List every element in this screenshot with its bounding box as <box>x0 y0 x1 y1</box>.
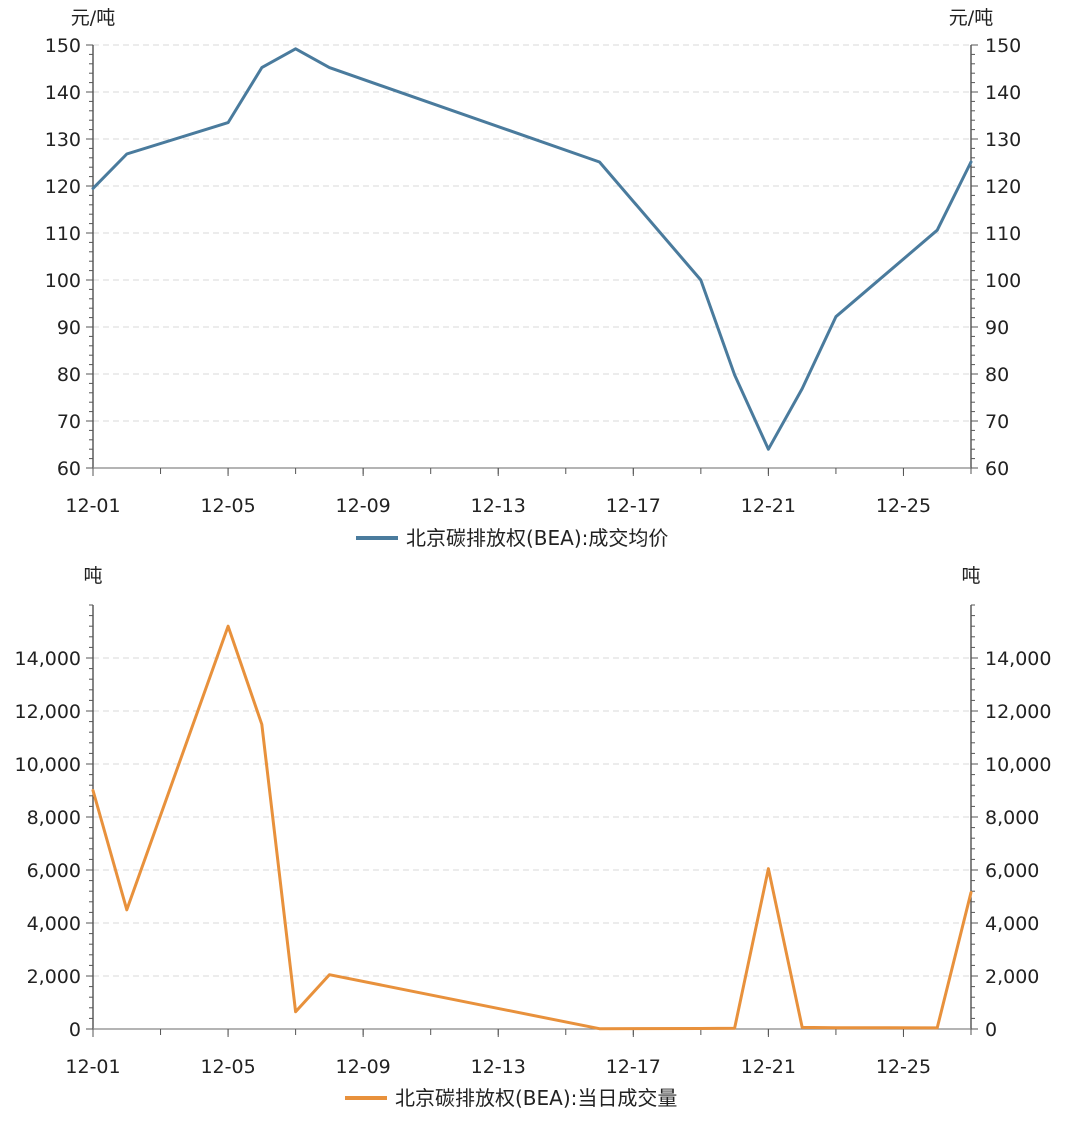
y-tick-label-right: 110 <box>985 223 1021 245</box>
y-tick-label-left: 140 <box>45 82 81 104</box>
y-tick-label-right: 140 <box>985 82 1021 104</box>
y-tick-label-right: 80 <box>985 364 1009 386</box>
x-tick-label: 12-13 <box>471 495 526 517</box>
y-tick-label-right: 70 <box>985 411 1009 433</box>
y-tick-label-left: 60 <box>57 458 81 480</box>
y-tick-label-left: 2,000 <box>27 966 81 988</box>
y-tick-label-left: 70 <box>57 411 81 433</box>
y-tick-label-left: 14,000 <box>15 648 81 670</box>
y-tick-label-left: 150 <box>45 35 81 57</box>
y-tick-label-left: 130 <box>45 129 81 151</box>
y-tick-label-right: 0 <box>985 1019 997 1041</box>
y-tick-label-left: 4,000 <box>27 913 81 935</box>
y-tick-label-left: 120 <box>45 176 81 198</box>
y-tick-label-right: 2,000 <box>985 966 1039 988</box>
y-unit-right: 元/吨 <box>949 7 993 29</box>
x-tick-label: 12-25 <box>876 1056 931 1078</box>
y-tick-label-right: 90 <box>985 317 1009 339</box>
y-tick-label-left: 12,000 <box>15 701 81 723</box>
x-tick-label: 12-05 <box>200 1056 255 1078</box>
y-tick-label-left: 90 <box>57 317 81 339</box>
y-tick-label-left: 100 <box>45 270 81 292</box>
y-tick-label-left: 8,000 <box>27 807 81 829</box>
legend-label: 北京碳排放权(BEA):当日成交量 <box>395 1086 677 1110</box>
y-unit-right: 吨 <box>961 565 980 587</box>
series-line <box>91 47 973 451</box>
y-tick-label-right: 60 <box>985 458 1009 480</box>
y-tick-label-right: 100 <box>985 270 1021 292</box>
legend-label: 北京碳排放权(BEA):成交均价 <box>406 526 668 550</box>
y-unit-left: 元/吨 <box>71 7 115 29</box>
y-unit-left: 吨 <box>83 565 102 587</box>
y-tick-label-left: 110 <box>45 223 81 245</box>
y-tick-label-left: 6,000 <box>27 860 81 882</box>
x-tick-label: 12-01 <box>65 495 120 517</box>
y-tick-label-left: 80 <box>57 364 81 386</box>
x-tick-label: 12-17 <box>606 1056 661 1078</box>
y-tick-label-right: 12,000 <box>985 701 1051 723</box>
y-tick-label-right: 4,000 <box>985 913 1039 935</box>
chart-1: 60 60 70 70 80 80 90 90 100 100 110 110 120 120 130 130… <box>45 7 1022 550</box>
y-tick-label-right: 150 <box>985 35 1021 57</box>
y-tick-label-right: 130 <box>985 129 1021 151</box>
y-tick-label-right: 14,000 <box>985 648 1051 670</box>
x-tick-label: 12-21 <box>741 495 796 517</box>
series-line <box>91 624 973 1031</box>
y-tick-label-left: 10,000 <box>15 754 81 776</box>
x-tick-label: 12-05 <box>200 495 255 517</box>
x-tick-label: 12-09 <box>336 1056 391 1078</box>
y-tick-label-right: 10,000 <box>985 754 1051 776</box>
y-tick-label-right: 8,000 <box>985 807 1039 829</box>
y-tick-label-left: 0 <box>69 1019 81 1041</box>
x-tick-label: 12-09 <box>336 495 391 517</box>
x-tick-label: 12-25 <box>876 495 931 517</box>
y-tick-label-right: 6,000 <box>985 860 1039 882</box>
x-tick-label: 12-01 <box>65 1056 120 1078</box>
x-tick-label: 12-17 <box>606 495 661 517</box>
y-tick-label-right: 120 <box>985 176 1021 198</box>
chart-2: 0 0 2,000 2,000 4,000 4,000 6,000 6,000 8,000 8,0… <box>15 565 1052 1110</box>
x-tick-label: 12-21 <box>741 1056 796 1078</box>
x-tick-label: 12-13 <box>471 1056 526 1078</box>
